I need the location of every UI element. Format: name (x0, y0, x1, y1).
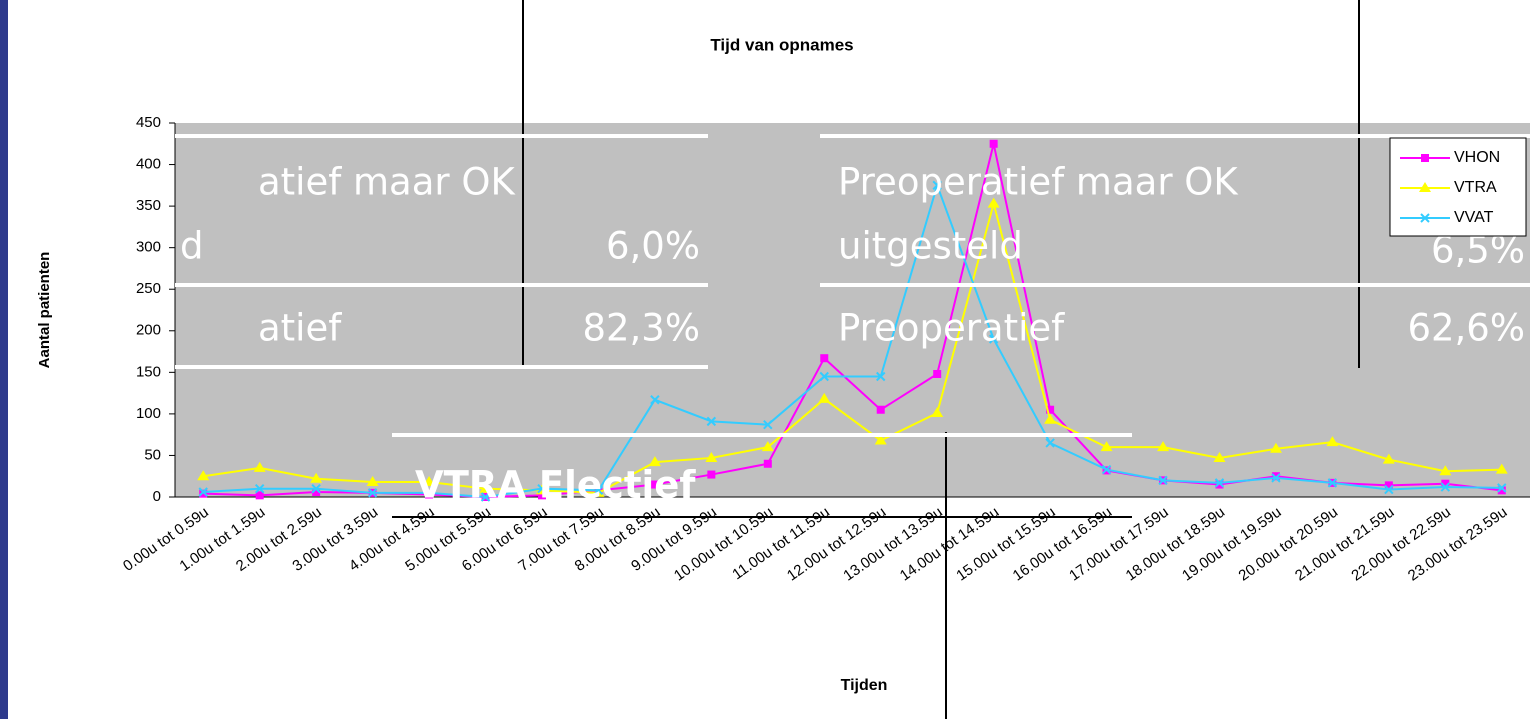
y-tick-label: 450 (136, 114, 161, 131)
legend-marker (1421, 154, 1429, 162)
marker (1441, 479, 1450, 488)
slide-text: 82,3% (582, 307, 700, 350)
legend-label: VHON (1454, 149, 1500, 166)
marker (1215, 480, 1224, 489)
marker (199, 489, 208, 498)
marker (707, 470, 716, 479)
marker (424, 488, 434, 498)
marker (874, 434, 887, 445)
legend-marker (1419, 182, 1431, 192)
legend-marker (1420, 213, 1430, 223)
marker (253, 461, 266, 472)
marker (254, 483, 265, 494)
marker (367, 488, 378, 498)
slide-text: uitgesteld (838, 225, 1023, 268)
marker (1497, 483, 1507, 493)
marker (1384, 484, 1394, 495)
marker (197, 470, 210, 481)
marker (312, 488, 321, 497)
marker (932, 180, 942, 191)
marker (1382, 453, 1395, 464)
marker (818, 392, 831, 403)
series-line (203, 199, 1502, 494)
y-axis-label: Aantal patienten (36, 252, 53, 369)
marker (650, 395, 660, 405)
slide-text: 6,0% (606, 225, 700, 268)
legend: VHON VTRA VVAT (1389, 137, 1527, 237)
series-line (203, 143, 1502, 499)
marker (988, 334, 999, 344)
marker (480, 492, 491, 502)
x-axis-label: Tijden (841, 677, 888, 694)
marker (1269, 442, 1282, 453)
marker (820, 354, 829, 363)
chart-title: Tijd van opnames (710, 35, 853, 54)
slide-text: d (180, 225, 204, 268)
marker (1046, 405, 1055, 414)
marker (425, 490, 434, 499)
marker (1158, 475, 1168, 486)
marker (1044, 413, 1057, 424)
y-tick-label: 200 (136, 322, 161, 339)
marker (763, 419, 773, 430)
marker (876, 405, 885, 414)
marker (593, 485, 604, 496)
marker (1497, 486, 1506, 495)
marker (648, 456, 661, 467)
marker (537, 491, 546, 500)
marker (479, 482, 492, 493)
legend-label: VTRA (1454, 179, 1497, 196)
marker (1101, 464, 1112, 475)
marker (876, 371, 886, 382)
slide-text: VTRA Electief (415, 464, 696, 507)
marker (310, 472, 323, 483)
marker (1271, 472, 1280, 481)
marker (1384, 481, 1393, 490)
y-tick-label: 0 (153, 488, 161, 505)
marker (1045, 438, 1055, 448)
marker (1440, 482, 1451, 492)
marker (987, 197, 1000, 208)
marker (650, 480, 659, 489)
slide-text: atief (258, 307, 342, 350)
marker (705, 451, 718, 462)
marker (931, 407, 944, 418)
y-tick-label: 100 (136, 405, 161, 422)
slide-text: atief maar OK (258, 161, 516, 204)
marker (1439, 465, 1452, 476)
y-tick-label: 350 (136, 197, 161, 214)
marker (989, 139, 998, 148)
slide-text: Preoperatief (838, 307, 1065, 350)
marker (706, 416, 717, 427)
marker (1271, 473, 1281, 483)
legend-label: VVAT (1454, 209, 1494, 226)
marker (1100, 441, 1113, 452)
marker (1326, 436, 1339, 447)
y-tick-label: 250 (136, 280, 161, 297)
marker (198, 487, 208, 497)
slide-text: 62,6% (1407, 307, 1525, 350)
marker (255, 491, 264, 500)
y-tick-label: 400 (136, 156, 161, 173)
y-tick-label: 300 (136, 239, 161, 256)
y-tick-label: 50 (144, 446, 161, 463)
marker (1157, 441, 1170, 452)
marker (1495, 463, 1508, 474)
marker (819, 371, 829, 382)
slide-text: Preoperatief maar OK (838, 161, 1239, 204)
marker (366, 476, 379, 487)
marker (761, 441, 774, 452)
marker (423, 476, 436, 487)
marker (763, 459, 772, 468)
marker (537, 483, 547, 494)
marker (1213, 451, 1226, 462)
marker (311, 483, 321, 494)
marker (933, 369, 942, 378)
marker (1327, 478, 1338, 488)
y-tick-label: 150 (136, 363, 161, 380)
marker (1214, 478, 1225, 488)
series-line (203, 182, 1502, 499)
